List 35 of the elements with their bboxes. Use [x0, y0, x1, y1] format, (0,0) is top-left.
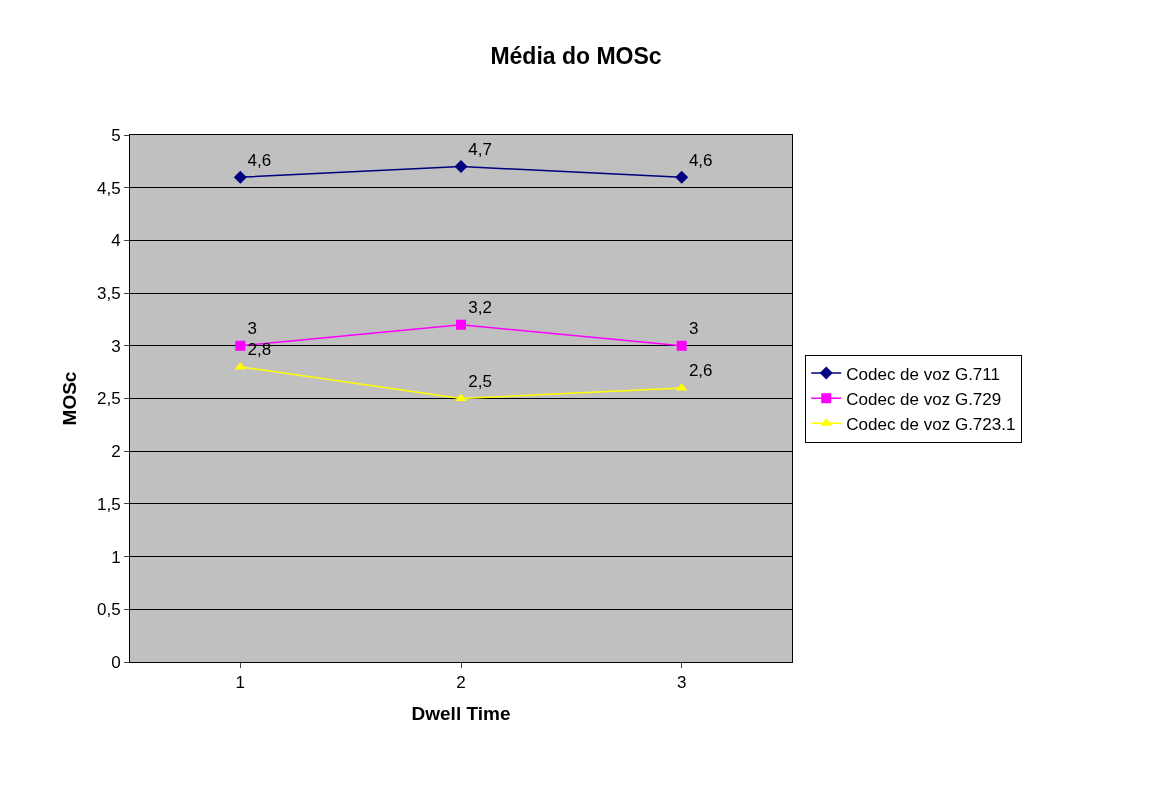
x-tick-label: 1	[235, 673, 246, 693]
data-label: 4,6	[688, 150, 713, 170]
point	[454, 160, 468, 174]
legend-label: Codec de voz G.711	[846, 364, 1000, 384]
y-tick-label: 4	[111, 231, 121, 251]
y-tick-label: 4,5	[96, 178, 121, 198]
y-tick-label: 2	[111, 442, 121, 462]
data-label: 2,6	[688, 361, 713, 381]
point	[676, 340, 687, 351]
y-tick-label: 0,5	[96, 600, 121, 620]
data-label: 4,7	[468, 140, 492, 160]
data-label: 3	[688, 319, 699, 339]
chart-title: Média do MOSc	[490, 42, 662, 69]
point	[233, 170, 247, 184]
data-label: 2,5	[468, 372, 492, 391]
point	[456, 319, 466, 330]
x-axis-title: Dwell Time	[411, 703, 511, 725]
data-label: 4,6	[247, 150, 272, 170]
x-tick-label: 3	[676, 673, 687, 693]
y-tick-label: 1	[111, 547, 121, 567]
y-tick-label: 3,5	[96, 284, 121, 304]
y-tick-label: 2,5	[96, 389, 121, 409]
data-label: 2,8	[247, 340, 272, 360]
x-tick-label: 2	[456, 673, 466, 693]
y-tick-label: 5	[111, 125, 121, 145]
legend-label: Codec de voz G.729	[846, 389, 1002, 409]
y-tick-label: 0	[111, 652, 121, 672]
point	[675, 170, 689, 184]
point	[235, 340, 246, 351]
data-label: 3,2	[468, 298, 492, 318]
y-axis-title: MOSc	[58, 371, 80, 426]
data-label: 3	[247, 319, 258, 339]
legend-label: Codec de voz G.723.1	[846, 414, 1016, 434]
y-tick-label: 1,5	[96, 494, 121, 514]
y-tick-label: 3	[111, 336, 121, 356]
